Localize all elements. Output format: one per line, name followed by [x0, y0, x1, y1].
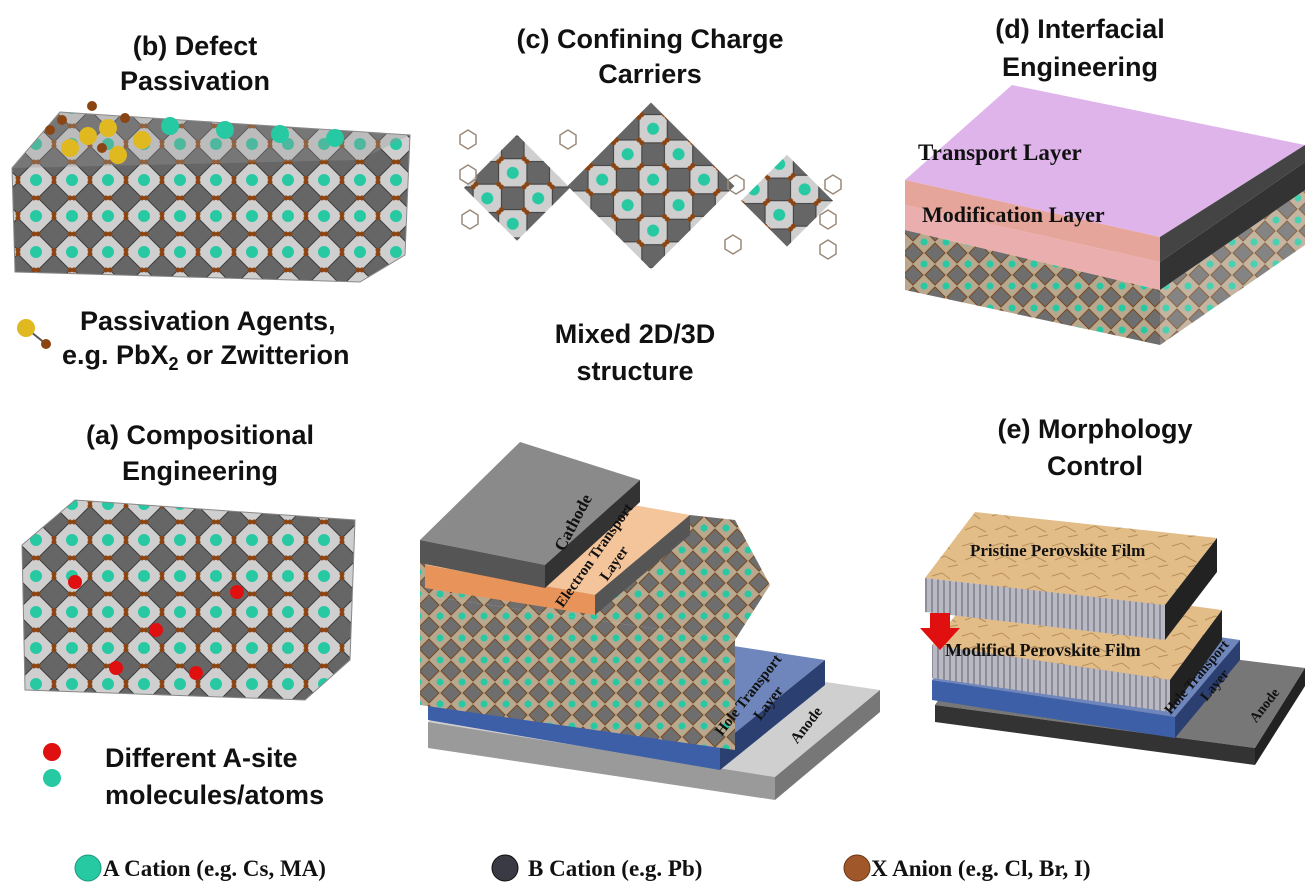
layer-label: Modified Perovskite Film: [945, 640, 1141, 660]
transport-layer: [905, 85, 1305, 237]
legend-dot: [43, 769, 61, 787]
panel-title: (c) Confining Charge: [517, 24, 784, 54]
anode-front: [935, 705, 1255, 765]
anode-side: [1255, 668, 1305, 765]
legend-icon: [491, 854, 519, 882]
modification-layer: [905, 205, 1160, 290]
panel-title: (d) Interfacial: [995, 14, 1165, 44]
etl-front: [425, 565, 595, 615]
caption: Passivation Agents,: [80, 306, 336, 336]
caption-part: or Zwitterion: [179, 340, 350, 370]
panel-title: Engineering: [1002, 52, 1158, 82]
layer-edge: [1160, 162, 1305, 290]
cathode-top: [420, 442, 640, 565]
crystal-structure: [21, 499, 356, 701]
layer-label: Transport Layer: [918, 140, 1082, 165]
etl-side: [595, 515, 690, 615]
caption: molecules/atoms: [105, 780, 324, 810]
perovskite-side: [1160, 190, 1305, 345]
a-site-red: [68, 575, 244, 680]
htl-side: [1175, 640, 1240, 738]
perovskite-front: [905, 230, 1160, 345]
caption: structure: [576, 356, 693, 386]
layer-label: Pristine Perovskite Film: [970, 541, 1145, 560]
pristine-film-front: [925, 578, 1165, 640]
passivation-agents: [45, 101, 344, 164]
pristine-film-top: [925, 512, 1217, 605]
agent-icon: [17, 319, 51, 349]
legend-dot: [43, 743, 61, 761]
cathode-side: [545, 480, 640, 588]
crystal-2d: [463, 134, 571, 241]
cathode-front: [420, 540, 545, 588]
subscript: 2: [169, 354, 179, 374]
caption: Different A-site: [105, 743, 298, 773]
legend-label: A Cation (e.g. Cs, MA): [103, 856, 326, 881]
panel-title: Passivation: [120, 66, 270, 96]
panel-title: Carriers: [598, 59, 702, 89]
legend-label: X Anion (e.g. Cl, Br, I): [871, 856, 1091, 881]
layer-label: Modification Layer: [922, 202, 1105, 227]
device-stack: [420, 442, 880, 800]
crystal-2d: [741, 154, 833, 247]
panel-title: (a) Compositional: [86, 420, 314, 450]
htl-side: [720, 660, 825, 770]
modified-film-side: [1170, 610, 1222, 712]
panel-title: Engineering: [122, 456, 278, 486]
caption-part: e.g. PbX: [62, 340, 169, 370]
panel-title: (b) Defect: [133, 31, 258, 61]
panel-title: (e) Morphology: [998, 414, 1193, 444]
caption: Mixed 2D/3D: [555, 319, 716, 349]
htl-front: [932, 680, 1175, 738]
transport-layer-front: [905, 180, 1160, 262]
anode-front: [428, 722, 775, 800]
layer-edge: [1160, 145, 1305, 262]
caption: e.g. PbX2 or Zwitterion: [62, 340, 350, 374]
legend-label: B Cation (e.g. Pb): [528, 856, 702, 881]
panel-title: Control: [1047, 451, 1143, 481]
perovskite-front: [420, 595, 735, 750]
arrow: [920, 613, 960, 650]
legend-icon: [843, 854, 871, 882]
organic-spacers: [459, 129, 842, 260]
morphology-stack: [920, 512, 1305, 765]
anode-side: [775, 690, 880, 800]
pristine-film-side: [1165, 538, 1217, 640]
legend-icon: [74, 854, 102, 882]
crystal-3d: [567, 102, 735, 270]
modified-film-front: [932, 645, 1170, 712]
